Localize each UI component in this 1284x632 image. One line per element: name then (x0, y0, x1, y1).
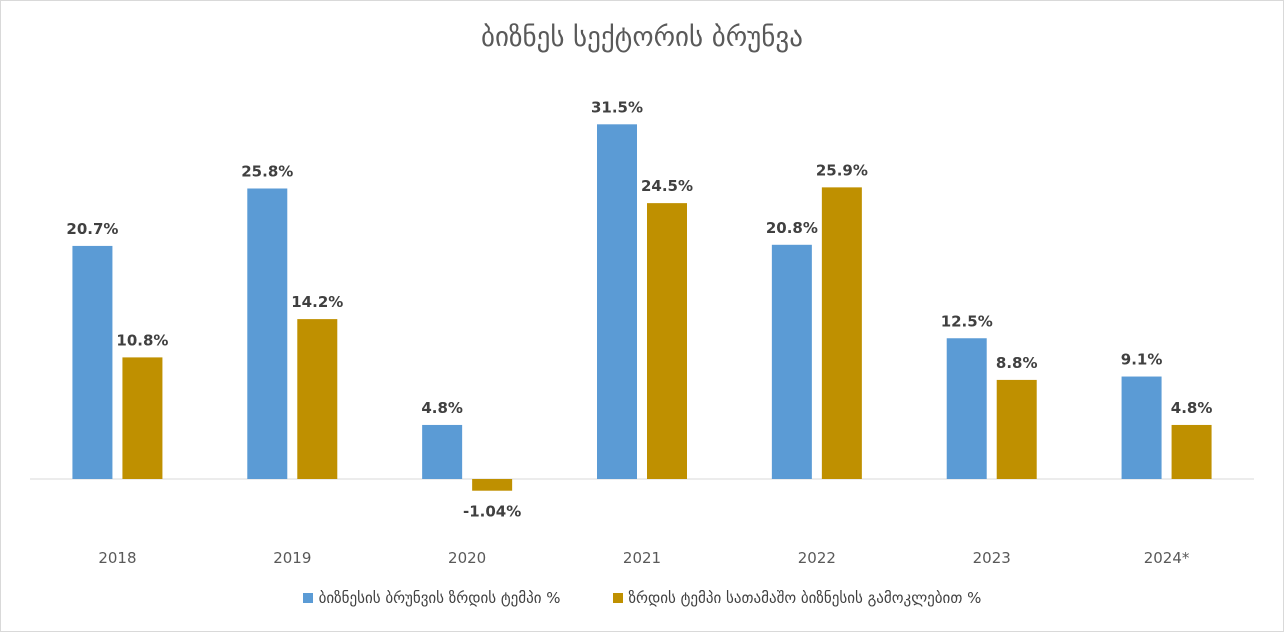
data-label: 4.8% (1171, 399, 1213, 417)
x-tick-label: 2023 (973, 549, 1011, 567)
x-tick-label: 2022 (798, 549, 836, 567)
bar-growth-excl-gambling-2023 (996, 379, 1037, 479)
bar-growth-excl-gambling-2018 (122, 357, 163, 479)
x-tick-label: 2024* (1144, 549, 1190, 567)
x-tick-label: 2018 (98, 549, 136, 567)
x-tick-label: 2020 (448, 549, 486, 567)
data-label: 4.8% (421, 399, 463, 417)
legend-item-turnover-growth: ბიზნესის ბრუნვის ზრდის ტემპი % (302, 589, 561, 607)
bar-growth-excl-gambling-2024* (1171, 424, 1212, 479)
bar-growth-excl-gambling-2019 (297, 319, 338, 479)
x-tick-label: 2021 (623, 549, 661, 567)
data-label: 20.8% (766, 219, 818, 237)
bar-turnover-growth-2019 (247, 188, 288, 479)
legend-swatch-blue (302, 593, 313, 603)
data-label: 24.5% (641, 177, 693, 195)
data-label: 25.8% (241, 162, 293, 180)
bar-turnover-growth-2020 (422, 424, 463, 479)
data-label: 9.1% (1121, 351, 1163, 369)
data-label: 20.7% (66, 220, 118, 238)
bar-turnover-growth-2022 (771, 244, 812, 479)
data-label: 8.8% (996, 354, 1038, 372)
bar-growth-excl-gambling-2021 (647, 203, 687, 479)
chart-title: ბიზნეს სექტორის ბრუნვა (481, 22, 803, 53)
bar-turnover-growth-2023 (946, 338, 987, 479)
bar-growth-excl-gambling-2022 (821, 187, 862, 479)
legend-label: ბიზნესის ბრუნვის ზრდის ტემპი % (318, 589, 561, 607)
data-label: 14.2% (291, 293, 343, 311)
bar-turnover-growth-2018 (72, 245, 113, 479)
bar-growth-excl-gambling-2020 (472, 479, 513, 491)
bar-turnover-growth-2024* (1121, 376, 1162, 479)
legend-label: ზრდის ტემპი სათამაშო ბიზნესის გამოკლებით… (628, 589, 982, 607)
data-label: 10.8% (116, 331, 168, 349)
bar-turnover-growth-2021 (597, 124, 637, 479)
data-label: 31.5% (591, 98, 643, 116)
legend-item-growth-excl-gambling: ზრდის ტემპი სათამაშო ბიზნესის გამოკლებით… (612, 589, 982, 607)
data-label: 12.5% (941, 312, 993, 330)
data-label: 25.9% (816, 161, 868, 179)
chart-legend: ბიზნესის ბრუნვის ზრდის ტემპი % ზრდის ტემ… (0, 589, 1284, 607)
legend-swatch-gold (612, 593, 623, 603)
data-label: -1.04% (463, 503, 521, 521)
x-tick-label: 2019 (273, 549, 311, 567)
